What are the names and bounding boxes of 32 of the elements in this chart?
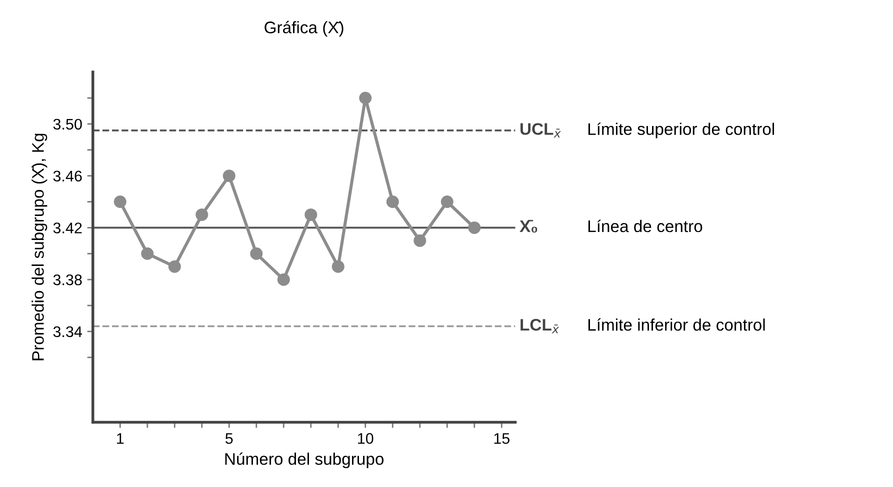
x-axis-title: Número del subgrupo [225, 452, 384, 468]
y-axis-title: Promedio del subgrupo (X̄), Kg [32, 134, 48, 360]
ref-line-label: UCL$_{x̄}$ [520, 123, 561, 138]
ref-line-label: LCL$_{x̄}$ [520, 318, 560, 334]
text: Límite inferior de control [588, 318, 765, 331]
x-tick-label: 10 [358, 433, 374, 444]
x-tick-label: 1 [117, 433, 124, 444]
point [168, 260, 181, 273]
y-tick-label: 3.34 [53, 326, 82, 338]
point [114, 196, 126, 208]
y-tick-label: 3.46 [53, 170, 82, 182]
y-tick-label: 3.42 [53, 222, 82, 234]
point [196, 208, 208, 221]
ref-line-label: X̄₀ [520, 220, 538, 233]
point [222, 170, 236, 182]
point [304, 208, 318, 221]
y-tick-label: 3.38 [53, 274, 82, 286]
point [468, 221, 481, 234]
point [332, 260, 344, 273]
x-tick-label: 15 [494, 433, 510, 444]
text: Línea de centro [588, 220, 702, 232]
point [141, 247, 154, 260]
x-tick-label: 5 [225, 433, 233, 444]
chart-title: Gráfica (X̄) [264, 20, 344, 37]
text: 3.50 [53, 118, 82, 130]
point [277, 273, 290, 286]
text: Límite superior de control [588, 122, 774, 138]
point [359, 92, 372, 104]
point [440, 196, 454, 208]
point [386, 196, 399, 208]
point [414, 234, 426, 247]
point [250, 247, 263, 260]
